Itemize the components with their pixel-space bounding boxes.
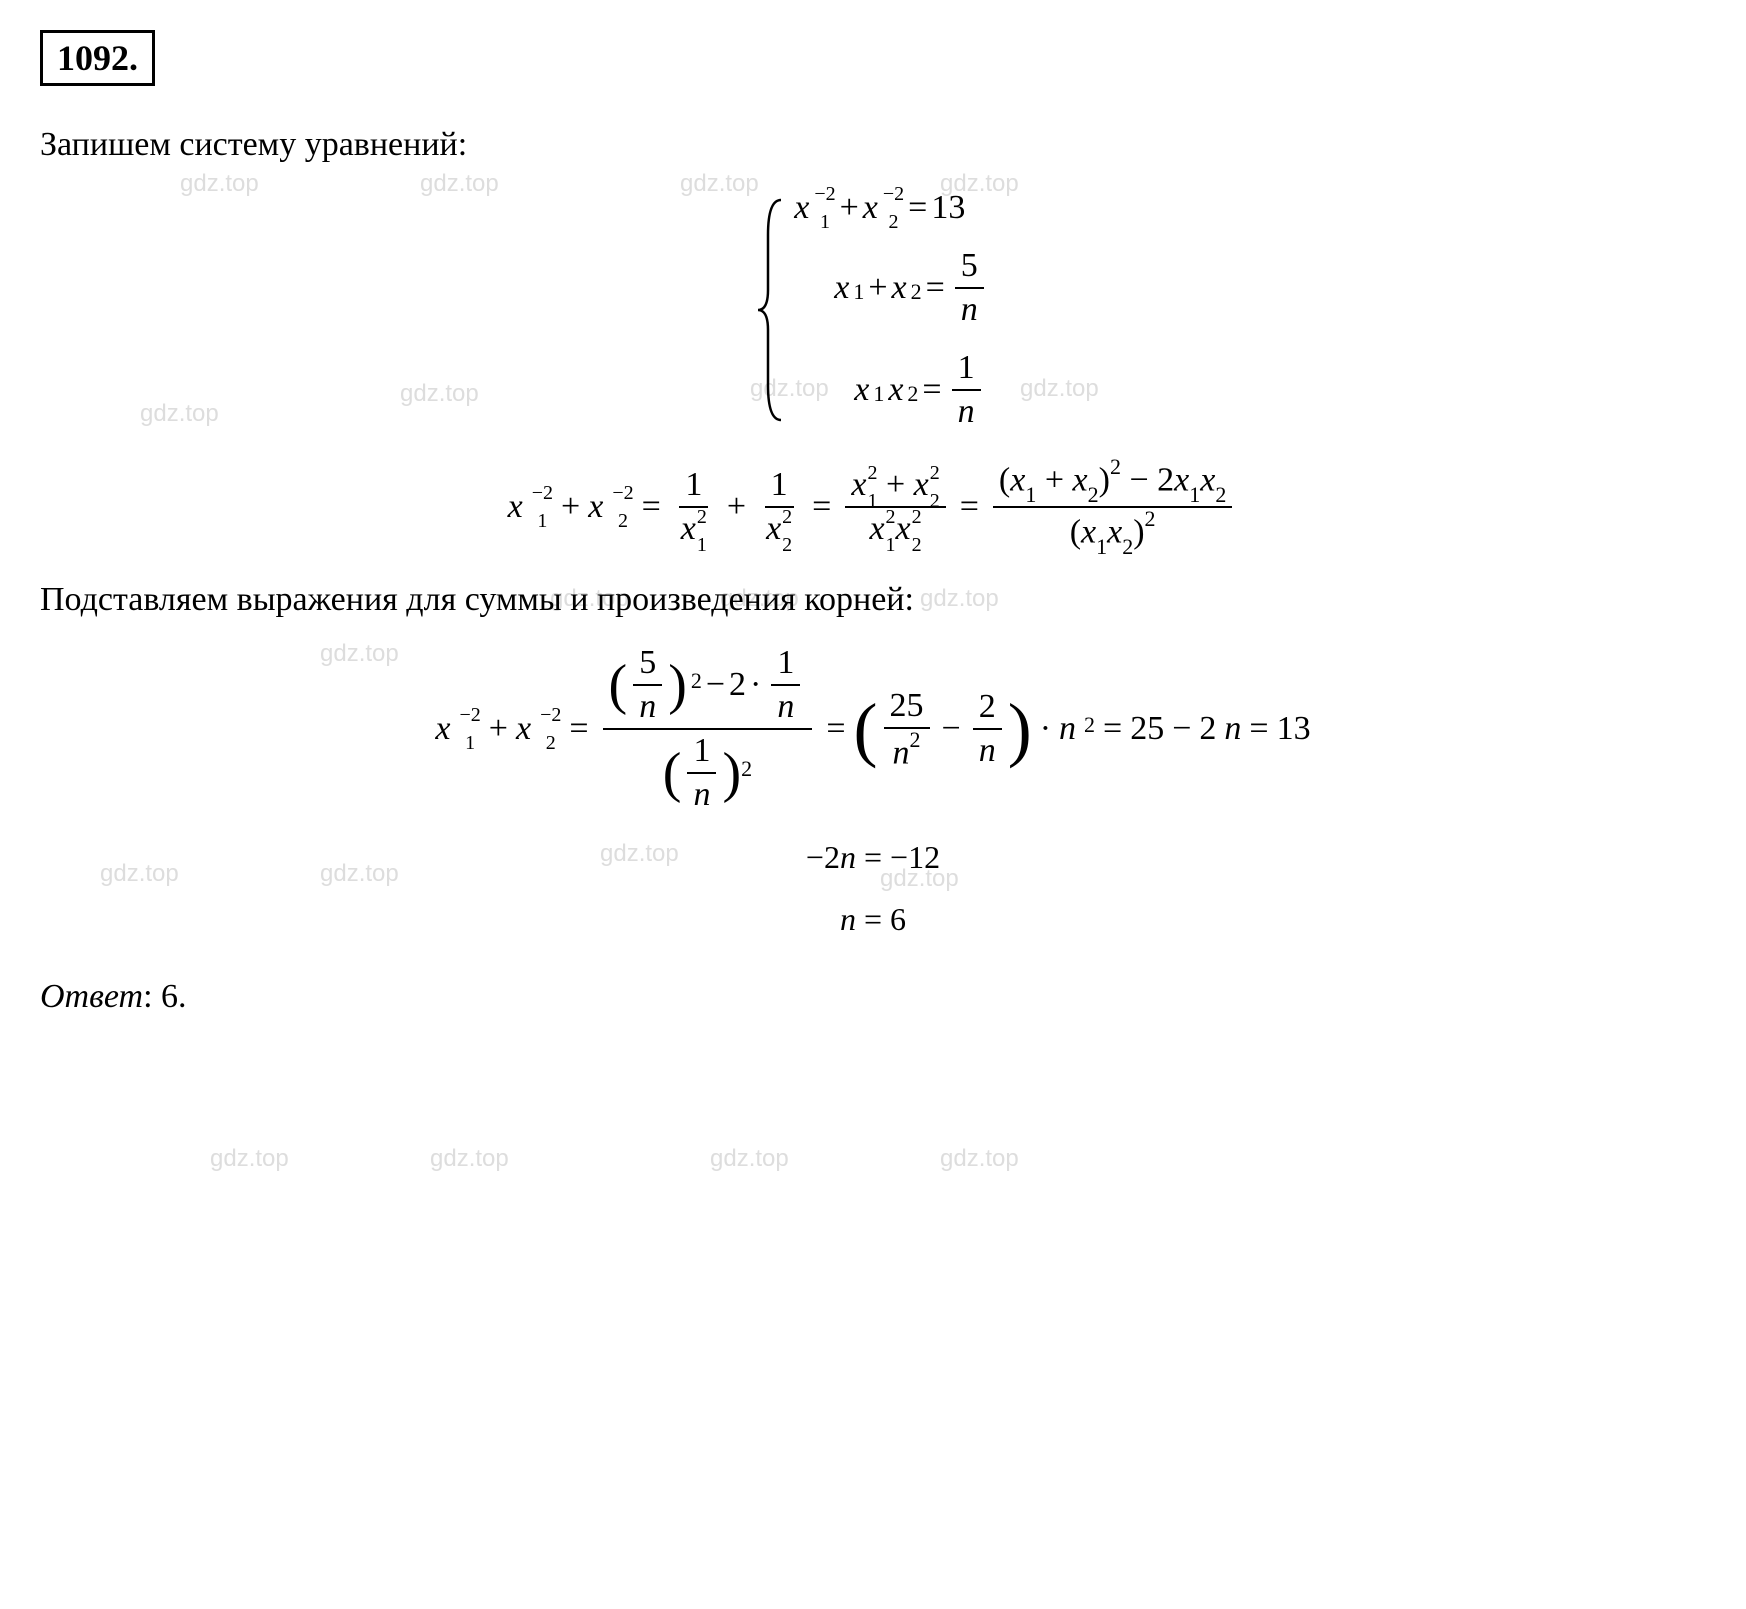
frac-den: x22: [760, 508, 798, 548]
math-sup: −2: [532, 485, 553, 501]
math-var: n: [1224, 710, 1241, 748]
math-sub: 1: [853, 279, 864, 305]
math-eq: =: [908, 189, 927, 227]
math-eq: =: [960, 488, 979, 526]
math-var: x: [516, 710, 531, 748]
problem-number: 1092.: [40, 30, 155, 86]
math-num: −2: [806, 839, 840, 875]
frac-num: (x1 + x2)2 − 2x1x2: [993, 458, 1232, 508]
frac-den: x21: [675, 508, 713, 548]
math-var: n: [840, 839, 856, 875]
math-sup: 2: [1084, 712, 1095, 738]
math-var: n: [840, 901, 856, 937]
math-sup: −2: [814, 186, 835, 202]
frac-num: x21 + x22: [845, 466, 945, 508]
math-sub: 1: [532, 513, 553, 529]
watermark-text: gdz.top: [940, 1145, 1019, 1173]
math-op: +: [561, 488, 580, 526]
math-sub: 2: [907, 381, 918, 407]
math-eq: =: [926, 269, 945, 307]
math-sub: 1: [873, 381, 884, 407]
math-op: −: [1172, 710, 1191, 748]
math-var: x: [588, 488, 603, 526]
math-eq: =: [1249, 710, 1268, 748]
math-var: n: [1059, 710, 1076, 748]
math-var: x: [892, 269, 907, 307]
intro-text: Запишем систему уравнений:: [40, 126, 1706, 164]
math-num: 25: [1130, 710, 1164, 748]
math-eq: =: [864, 839, 882, 875]
big-fraction: ( 5n ) 2 − 2 · 1n ( 1n ) 2: [603, 644, 813, 814]
answer-line: Ответ: 6.: [40, 978, 1706, 1016]
fraction: (x1 + x2)2 − 2x1x2 (x1x2)2: [993, 458, 1232, 556]
math-sub: 2: [612, 513, 633, 529]
fraction: 1 x22: [760, 466, 798, 548]
math-eq: =: [569, 710, 588, 748]
watermark-text: gdz.top: [710, 1145, 789, 1173]
solve-line-1: −2n = −12: [40, 839, 1706, 876]
math-eq: =: [864, 901, 882, 937]
math-eq: =: [1103, 710, 1122, 748]
frac-num: ( 5n ) 2 − 2 · 1n: [603, 644, 813, 730]
system-eq-2: x1 + x2 = 5 n: [794, 247, 990, 329]
substitute-text: Подставляем выражения для суммы и произв…: [40, 581, 1706, 619]
frac-num: 1: [765, 466, 794, 508]
watermark-text: gdz.top: [430, 1145, 509, 1173]
math-var: x: [435, 710, 450, 748]
solve-line-2: n = 6: [40, 901, 1706, 938]
math-num: 13: [931, 189, 965, 227]
math-op: +: [840, 189, 859, 227]
math-var: x: [863, 189, 878, 227]
frac-den: ( 1n ) 2: [657, 730, 758, 814]
math-eq: =: [812, 488, 831, 526]
system-eq-3: x1x2 = 1 n: [794, 349, 986, 431]
system-equations: x−21 + x−22 = 13 x1 + x2 = 5 n x1x2 =: [794, 189, 990, 431]
frac-den: n: [952, 391, 981, 431]
expansion-block: x −2 1 + x −2 2 = 1 x21 + 1 x22 = x21 + x22 …: [40, 458, 1706, 556]
fraction: 5 n: [955, 247, 984, 329]
math-op: ·: [1040, 710, 1051, 748]
fraction: 1 x21: [675, 466, 713, 548]
math-op: +: [727, 488, 746, 526]
math-var: x: [854, 371, 869, 409]
math-op: +: [489, 710, 508, 748]
equation-system: x−21 + x−22 = 13 x1 + x2 = 5 n x1x2 =: [756, 189, 990, 431]
frac-den: x21x22: [863, 508, 927, 548]
math-sup: −2: [883, 186, 904, 202]
math-num: 13: [1277, 710, 1311, 748]
expansion-equation: x −2 1 + x −2 2 = 1 x21 + 1 x22 = x21 + x22 …: [40, 458, 1706, 556]
math-var: x: [794, 189, 809, 227]
math-sub: 2: [883, 214, 904, 230]
equation-system-block: x−21 + x−22 = 13 x1 + x2 = 5 n x1x2 =: [40, 189, 1706, 433]
math-eq: =: [922, 371, 941, 409]
math-op: +: [868, 269, 887, 307]
frac-den: (x1x2)2: [1064, 508, 1162, 556]
math-num: 6: [890, 901, 906, 937]
answer-label: Ответ: [40, 978, 143, 1015]
math-num: 2: [1199, 710, 1216, 748]
substitution-equation: x−21 + x−22 = ( 5n ) 2 − 2 · 1n ( 1n ): [40, 644, 1706, 814]
substitution-block: x−21 + x−22 = ( 5n ) 2 − 2 · 1n ( 1n ): [40, 644, 1706, 814]
math-sub: 1: [814, 214, 835, 230]
math-eq: =: [826, 710, 845, 748]
fraction: 1 n: [952, 349, 981, 431]
math-num: −12: [890, 839, 940, 875]
math-sub: 2: [911, 279, 922, 305]
frac-num: 1: [679, 466, 708, 508]
frac-num: 1: [952, 349, 981, 391]
answer-value: : 6.: [143, 978, 186, 1015]
watermark-text: gdz.top: [210, 1145, 289, 1173]
system-eq-1: x −2 1 + x −2 2 = 13: [794, 189, 965, 227]
math-eq: =: [642, 488, 661, 526]
frac-num: 5: [955, 247, 984, 289]
left-brace-icon: [756, 195, 786, 425]
paren-group: ( 25n2 − 2n ): [854, 687, 1032, 772]
fraction: x21 + x22 x21x22: [845, 466, 945, 548]
math-var: x: [508, 488, 523, 526]
math-var: x: [834, 269, 849, 307]
frac-den: n: [955, 289, 984, 329]
math-sup: −2: [612, 485, 633, 501]
page-container: 1092. Запишем систему уравнений: x −2 1 + …: [40, 30, 1706, 1016]
math-var: x: [888, 371, 903, 409]
